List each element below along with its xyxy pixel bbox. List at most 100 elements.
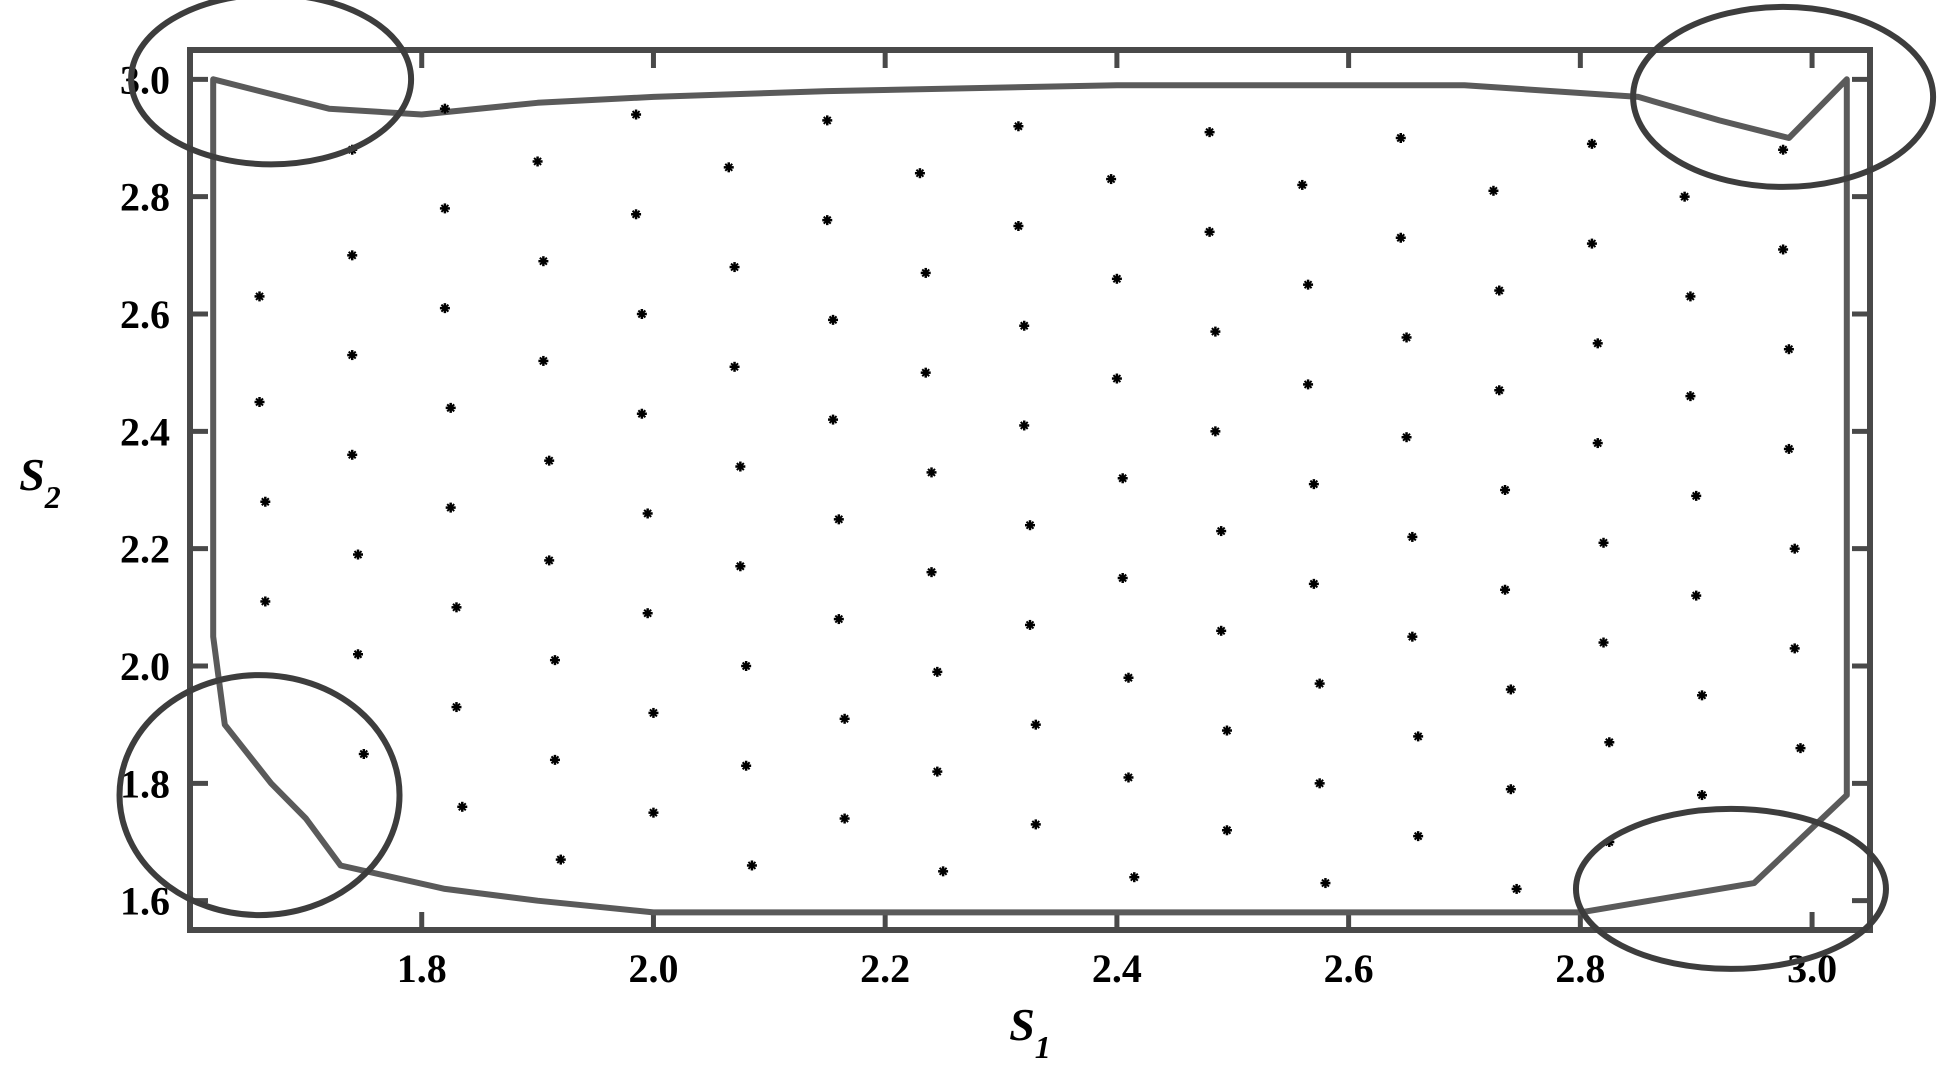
scatter-marker bbox=[1697, 790, 1707, 800]
scatter-marker bbox=[550, 655, 560, 665]
scatter-marker bbox=[1303, 379, 1313, 389]
scatter-marker bbox=[1494, 286, 1504, 296]
scatter-marker bbox=[440, 203, 450, 213]
scatter-marker bbox=[1309, 479, 1319, 489]
scatter-marker bbox=[533, 156, 543, 166]
scatter-marker bbox=[730, 362, 740, 372]
scatter-marker bbox=[353, 550, 363, 560]
x-tick-label: 2.6 bbox=[1324, 946, 1374, 991]
scatter-marker bbox=[822, 115, 832, 125]
scatter-marker bbox=[1320, 878, 1330, 888]
scatter-marker bbox=[637, 409, 647, 419]
y-tick-label: 2.0 bbox=[120, 644, 170, 689]
scatter-marker bbox=[550, 755, 560, 765]
scatter-marker bbox=[1222, 726, 1232, 736]
scatter-marker bbox=[1685, 391, 1695, 401]
scatter-marker bbox=[1407, 532, 1417, 542]
scatter-marker bbox=[353, 649, 363, 659]
scatter-marker bbox=[1205, 227, 1215, 237]
scatter-marker bbox=[1506, 684, 1516, 694]
scatter-marker bbox=[921, 368, 931, 378]
chart-svg: 1.82.02.22.42.62.83.01.61.82.02.22.42.62… bbox=[0, 0, 1960, 1070]
scatter-marker bbox=[538, 256, 548, 266]
scatter-marker bbox=[1593, 338, 1603, 348]
y-tick-label: 2.6 bbox=[120, 292, 170, 337]
scatter-marker bbox=[255, 291, 265, 301]
scatter-marker bbox=[1025, 520, 1035, 530]
scatter-marker bbox=[840, 714, 850, 724]
scatter-marker bbox=[735, 462, 745, 472]
scatter-marker bbox=[538, 356, 548, 366]
scatter-marker bbox=[741, 761, 751, 771]
scatter-marker bbox=[1784, 444, 1794, 454]
scatter-marker bbox=[347, 350, 357, 360]
scatter-marker bbox=[1297, 180, 1307, 190]
scatter-marker bbox=[1599, 638, 1609, 648]
scatter-marker bbox=[741, 661, 751, 671]
scatter-marker bbox=[1118, 473, 1128, 483]
scatter-marker bbox=[648, 808, 658, 818]
y-tick-label: 1.8 bbox=[120, 761, 170, 806]
scatter-marker bbox=[1413, 831, 1423, 841]
x-tick-label: 2.8 bbox=[1555, 946, 1605, 991]
scatter-marker bbox=[648, 708, 658, 718]
scatter-marker bbox=[1506, 784, 1516, 794]
scatter-marker bbox=[1795, 743, 1805, 753]
scatter-marker bbox=[834, 614, 844, 624]
scatter-marker bbox=[1413, 731, 1423, 741]
x-tick-label: 2.4 bbox=[1092, 946, 1142, 991]
scatter-marker bbox=[747, 860, 757, 870]
scatter-marker bbox=[1205, 127, 1215, 137]
scatter-marker bbox=[828, 315, 838, 325]
scatter-marker bbox=[1315, 778, 1325, 788]
scatter-marker bbox=[1019, 420, 1029, 430]
scatter-marker bbox=[1599, 538, 1609, 548]
scatter-marker bbox=[1031, 720, 1041, 730]
scatter-marker bbox=[1488, 186, 1498, 196]
scatter-marker bbox=[457, 802, 467, 812]
scatter-marker bbox=[1402, 332, 1412, 342]
scatter-marker bbox=[1106, 174, 1116, 184]
scatter-marker bbox=[1402, 432, 1412, 442]
scatter-marker bbox=[822, 215, 832, 225]
scatter-marker bbox=[1129, 872, 1139, 882]
scatter-marker bbox=[446, 403, 456, 413]
scatter-marker bbox=[260, 596, 270, 606]
scatter-marker bbox=[440, 303, 450, 313]
scatter-marker bbox=[1309, 579, 1319, 589]
scatter-marker bbox=[544, 456, 554, 466]
scatter-marker bbox=[921, 268, 931, 278]
scatter-marker bbox=[556, 855, 566, 865]
scatter-marker bbox=[724, 162, 734, 172]
scatter-marker bbox=[260, 497, 270, 507]
scatter-marker bbox=[1112, 274, 1122, 284]
scatter-marker bbox=[440, 104, 450, 114]
scatter-marker bbox=[451, 702, 461, 712]
y-tick-label: 2.4 bbox=[120, 409, 170, 454]
y-tick-label: 2.2 bbox=[120, 527, 170, 572]
scatter-marker bbox=[1494, 385, 1504, 395]
scatter-chart: 1.82.02.22.42.62.83.01.61.82.02.22.42.62… bbox=[0, 0, 1960, 1070]
scatter-marker bbox=[1593, 438, 1603, 448]
y-tick-label: 2.8 bbox=[120, 175, 170, 220]
scatter-marker bbox=[915, 168, 925, 178]
scatter-marker bbox=[1685, 291, 1695, 301]
scatter-marker bbox=[1587, 239, 1597, 249]
scatter-marker bbox=[1112, 374, 1122, 384]
scatter-marker bbox=[1315, 679, 1325, 689]
scatter-marker bbox=[1013, 221, 1023, 231]
scatter-marker bbox=[1778, 244, 1788, 254]
scatter-marker bbox=[643, 608, 653, 618]
scatter-marker bbox=[544, 555, 554, 565]
scatter-marker bbox=[927, 467, 937, 477]
scatter-marker bbox=[1500, 485, 1510, 495]
scatter-marker bbox=[1123, 673, 1133, 683]
scatter-marker bbox=[828, 415, 838, 425]
scatter-marker bbox=[446, 503, 456, 513]
scatter-marker bbox=[1303, 280, 1313, 290]
scatter-marker bbox=[840, 814, 850, 824]
scatter-marker bbox=[631, 110, 641, 120]
scatter-marker bbox=[1396, 233, 1406, 243]
scatter-marker bbox=[1025, 620, 1035, 630]
scatter-marker bbox=[932, 767, 942, 777]
